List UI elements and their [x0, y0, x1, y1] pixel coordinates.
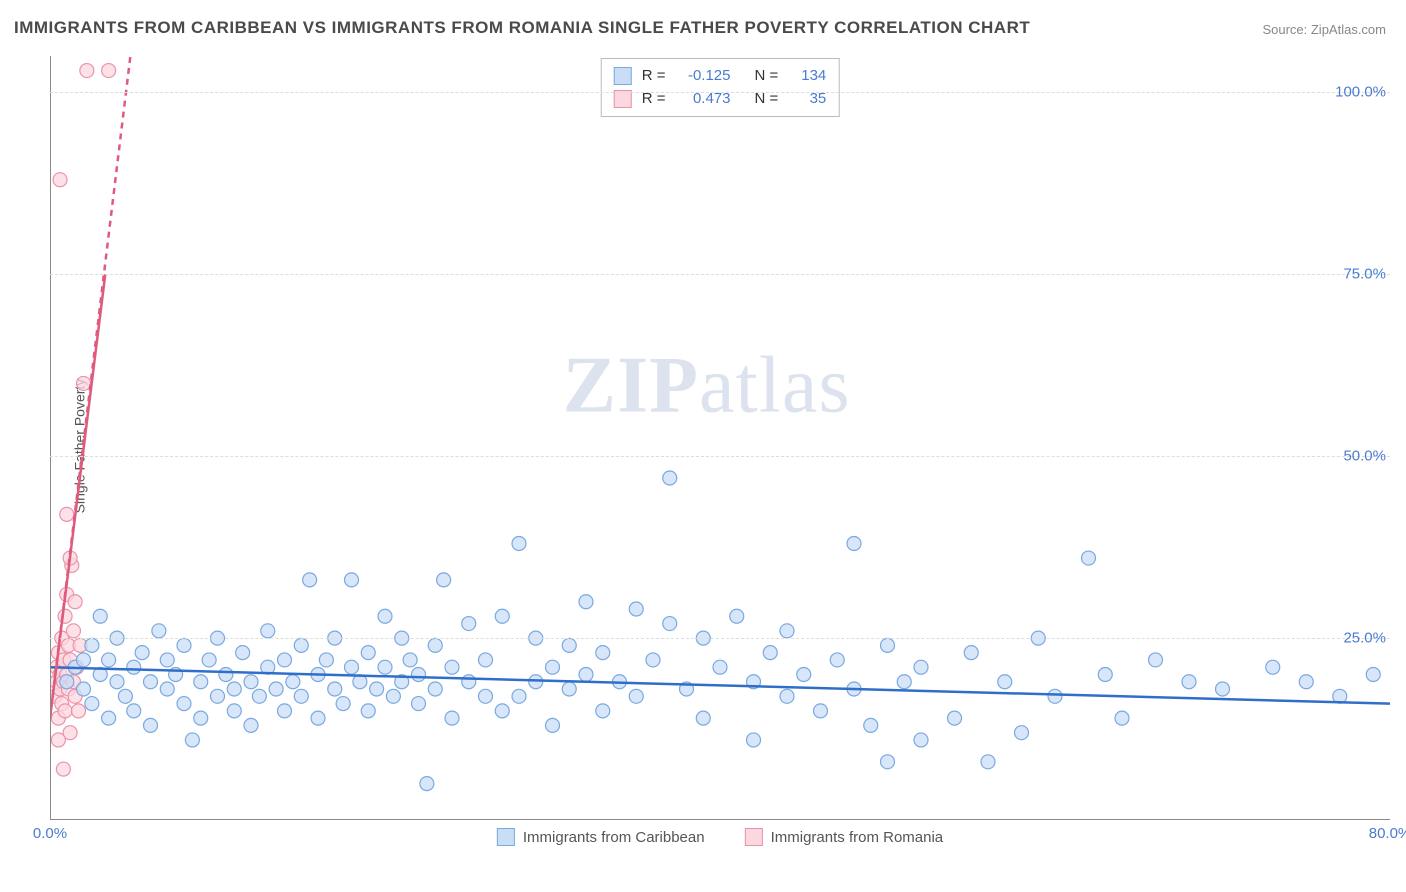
legend-swatch: [497, 828, 515, 846]
y-tick-label: 100.0%: [1335, 84, 1386, 101]
legend-item: Immigrants from Caribbean: [497, 828, 705, 846]
x-axis-line: [50, 819, 1390, 820]
x-tick-label: 80.0%: [1369, 825, 1406, 842]
r-label: R =: [642, 88, 666, 111]
source-link[interactable]: ZipAtlas.com: [1311, 22, 1386, 37]
y-tick-label: 75.0%: [1343, 266, 1386, 283]
stats-legend-box: R = -0.125 N = 134 R = 0.473 N = 35: [601, 58, 840, 117]
chart-title: IMMIGRANTS FROM CARIBBEAN VS IMMIGRANTS …: [14, 18, 1030, 38]
legend-swatch: [745, 828, 763, 846]
gridline-h: [50, 92, 1390, 93]
gridline-h: [50, 456, 1390, 457]
scatter-plot-area: ZIPatlas R = -0.125 N = 134 R = 0.473 N …: [50, 56, 1390, 842]
gridline-h: [50, 274, 1390, 275]
stats-row: R = 0.473 N = 35: [614, 88, 827, 111]
r-value: 0.473: [676, 88, 731, 111]
source-prefix: Source:: [1262, 22, 1310, 37]
n-value: 35: [788, 88, 826, 111]
chart-svg: [50, 56, 1390, 842]
x-tick-label: 0.0%: [33, 825, 67, 842]
n-value: 134: [788, 65, 826, 88]
y-tick-label: 50.0%: [1343, 448, 1386, 465]
y-tick-label: 25.0%: [1343, 630, 1386, 647]
y-axis-line: [50, 56, 51, 820]
r-label: R =: [642, 65, 666, 88]
series-swatch: [614, 67, 632, 85]
stats-row: R = -0.125 N = 134: [614, 65, 827, 88]
source-attribution: Source: ZipAtlas.com: [1262, 22, 1386, 37]
n-label: N =: [755, 65, 779, 88]
legend-label: Immigrants from Romania: [771, 829, 944, 846]
bottom-legend: Immigrants from Caribbean Immigrants from…: [497, 828, 943, 846]
n-label: N =: [755, 88, 779, 111]
r-value: -0.125: [676, 65, 731, 88]
gridline-h: [50, 638, 1390, 639]
legend-label: Immigrants from Caribbean: [523, 829, 705, 846]
legend-item: Immigrants from Romania: [745, 828, 944, 846]
